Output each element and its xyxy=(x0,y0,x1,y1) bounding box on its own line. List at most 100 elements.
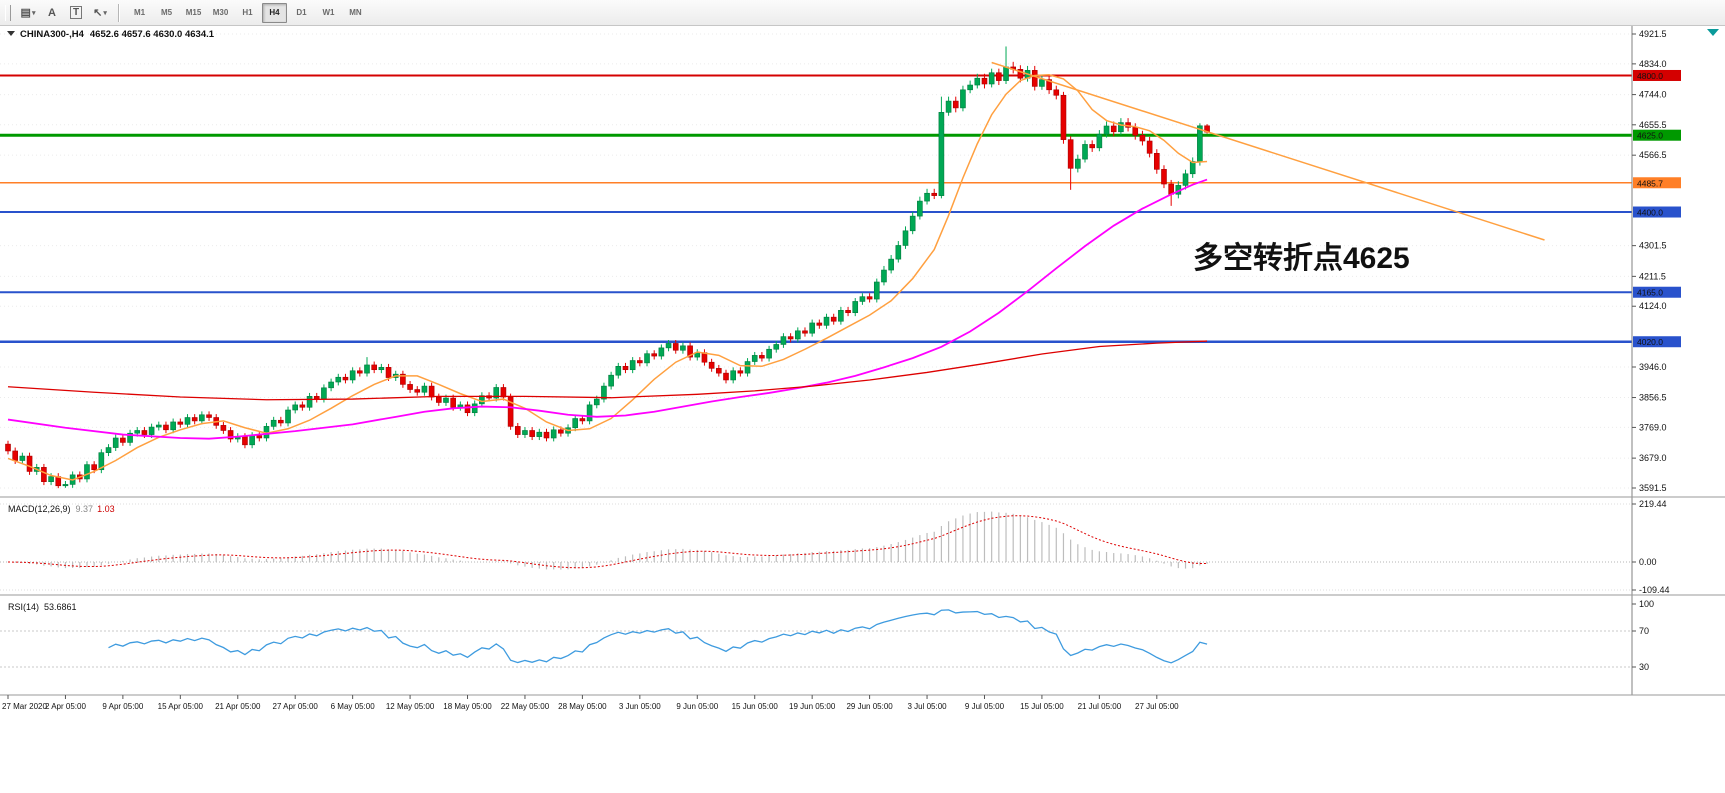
candle xyxy=(651,350,658,360)
time-tick-label: 19 Jun 05:00 xyxy=(789,702,836,711)
time-tick-label: 15 Apr 05:00 xyxy=(158,702,204,711)
candle xyxy=(270,416,277,430)
candle xyxy=(924,188,930,205)
candle xyxy=(1067,136,1074,190)
candle xyxy=(608,371,614,390)
price-tick: 4921.5 xyxy=(1639,29,1667,39)
candle xyxy=(378,363,385,374)
price-tick: 4124.0 xyxy=(1639,301,1667,311)
axis-badge-4800.0: 4800.0 xyxy=(1637,71,1663,81)
axis-badge-4625.0: 4625.0 xyxy=(1637,131,1663,141)
candle xyxy=(845,306,851,317)
candle xyxy=(84,461,90,483)
candle xyxy=(644,350,650,367)
annotation-text[interactable]: 多空转折点4625 xyxy=(1193,242,1410,275)
candle xyxy=(873,278,880,303)
ma-slow-line xyxy=(7,340,1208,401)
price-tick: 3856.5 xyxy=(1639,393,1667,403)
axis-badge-4485.7: 4485.7 xyxy=(1637,178,1663,188)
annotation-a-icon[interactable]: A xyxy=(41,2,63,24)
candle xyxy=(938,96,945,199)
candle xyxy=(206,411,212,421)
descending-trendline[interactable] xyxy=(991,61,1545,241)
candle xyxy=(1189,157,1196,178)
price-tick: 3769.0 xyxy=(1639,422,1667,432)
chart-canvas[interactable]: 4921.5 4834.0 4744.0 4655.5 4566.5 4301.5 4211… xyxy=(0,26,1725,793)
candle xyxy=(974,73,981,89)
candle xyxy=(773,341,780,353)
time-tick-label: 3 Jun 05:00 xyxy=(619,702,661,711)
candle xyxy=(536,428,543,441)
charts-grid-icon[interactable]: ▤ ▾ xyxy=(17,2,39,24)
candle xyxy=(227,427,234,443)
candle xyxy=(493,384,500,402)
candle xyxy=(601,382,607,403)
candles-layer xyxy=(5,46,1210,489)
text-label-icon[interactable]: T xyxy=(65,2,87,24)
timeframe-button-m30[interactable]: M30 xyxy=(212,8,229,17)
price-tick: 4655.5 xyxy=(1639,120,1667,130)
candle xyxy=(572,415,579,432)
dropdown-arrow-icon: ▾ xyxy=(103,9,107,17)
time-tick-label: 27 Jul 05:00 xyxy=(1135,702,1179,711)
timeframe-button-h4[interactable]: H4 xyxy=(262,2,287,23)
timeframe-button-m15[interactable]: M15 xyxy=(185,8,202,17)
price-tick: 4566.5 xyxy=(1639,150,1667,160)
time-tick-label: 28 May 05:00 xyxy=(558,702,607,711)
timeframe-button-mn[interactable]: MN xyxy=(349,8,362,17)
candle xyxy=(421,382,428,396)
candle xyxy=(794,327,801,343)
candle xyxy=(127,429,133,446)
candle xyxy=(1031,65,1038,91)
candle xyxy=(19,452,26,464)
candle xyxy=(105,444,112,457)
price-tick: 4744.0 xyxy=(1639,90,1667,100)
candle xyxy=(960,85,966,112)
rsi-panel: RSI(14) 53.6861 100 70 30 xyxy=(0,599,1654,672)
candle xyxy=(1118,118,1124,136)
time-tick-label: 21 Jul 05:00 xyxy=(1078,702,1122,711)
candle xyxy=(744,358,751,377)
candle xyxy=(996,68,1002,86)
candle xyxy=(342,373,349,384)
candle xyxy=(507,393,514,430)
candle xyxy=(1046,75,1052,94)
macd-axis-tick: 219.44 xyxy=(1639,499,1667,509)
timeframe-button-d1[interactable]: D1 xyxy=(296,8,307,17)
candle xyxy=(751,351,758,365)
toolbar-grip[interactable] xyxy=(5,4,11,21)
timeframe-button-h1[interactable]: H1 xyxy=(242,8,253,17)
candle xyxy=(902,226,909,249)
candle xyxy=(888,255,894,274)
candle xyxy=(407,380,413,393)
axis-badge-4400.0: 4400.0 xyxy=(1637,208,1663,218)
timeframe-toolbar: M1 M5 M15 M30 H1 H4 D1 W1 MN xyxy=(126,2,369,23)
candle xyxy=(637,357,643,367)
candle xyxy=(952,96,959,113)
time-tick-label: 27 Mar 2020 xyxy=(2,702,47,711)
candle xyxy=(163,421,169,434)
candle xyxy=(177,418,184,428)
chart-shift-marker[interactable] xyxy=(1707,29,1719,36)
candle xyxy=(988,68,995,88)
cursor-tool-icon[interactable]: ↖ ▾ xyxy=(89,2,111,24)
dropdown-arrow-icon: ▾ xyxy=(31,9,36,17)
candle xyxy=(680,342,686,354)
candle xyxy=(759,351,765,362)
candle xyxy=(816,319,823,329)
rsi-axis-tick: 100 xyxy=(1639,599,1654,609)
main-chart-area[interactable] xyxy=(0,26,1632,497)
timeframe-button-m5[interactable]: M5 xyxy=(160,8,173,17)
timeframe-button-w1[interactable]: W1 xyxy=(322,8,335,17)
axis-badge-4165.0: 4165.0 xyxy=(1637,288,1663,298)
axis-badge-4020.0: 4020.0 xyxy=(1637,337,1663,347)
candle xyxy=(838,306,844,325)
timeframe-button-m1[interactable]: M1 xyxy=(133,8,146,17)
price-tick: 3591.5 xyxy=(1639,483,1667,493)
candle xyxy=(292,401,299,414)
ma-mid-line xyxy=(7,178,1208,440)
symbol-dropdown-icon[interactable] xyxy=(7,31,15,36)
gridlines xyxy=(0,33,1632,489)
